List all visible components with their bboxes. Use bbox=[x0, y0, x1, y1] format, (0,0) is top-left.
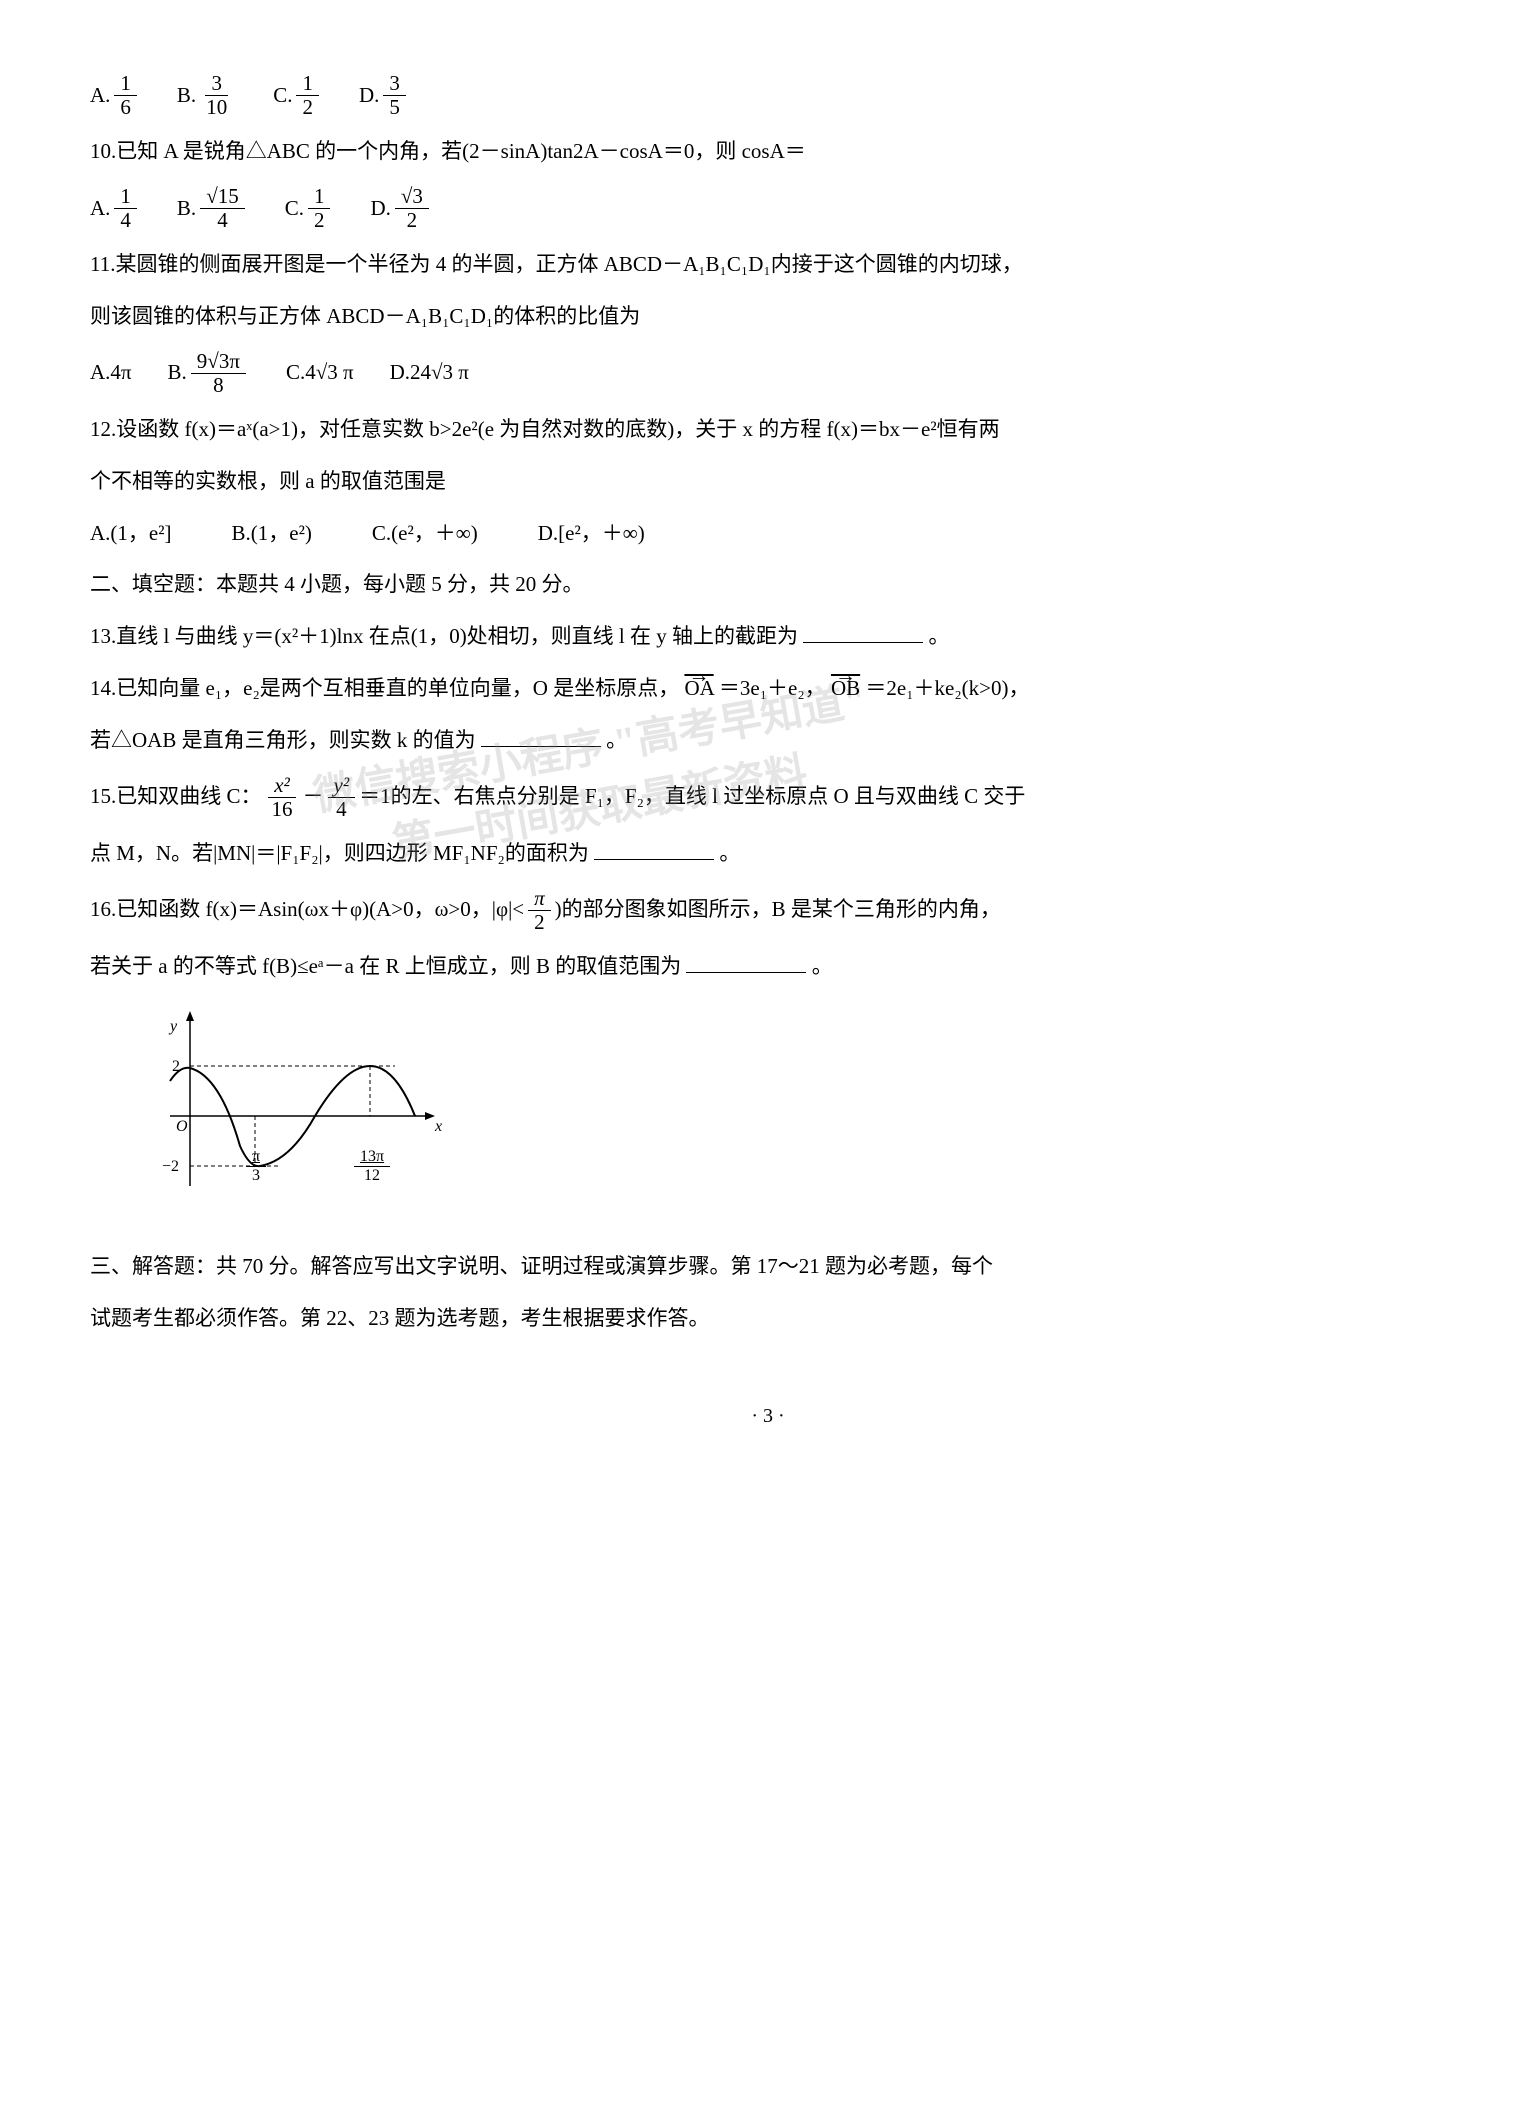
q14-line-1: 14.已知向量 e₁，e₂是两个互相垂直的单位向量，O 是坐标原点， →OA ＝… bbox=[90, 670, 1446, 708]
fraction: 3 5 bbox=[383, 72, 406, 119]
q11-choice-b: B. 9√3π8 bbox=[168, 350, 250, 397]
q10-choice-b: B. √154 bbox=[177, 185, 249, 232]
q14-line-2: 若△OAB 是直角三角形，则实数 k 的值为 。 bbox=[90, 722, 1446, 760]
q16-line-2: 若关于 a 的不等式 f(B)≤eᵃ－a 在 R 上恒成立，则 B 的取值范围为… bbox=[90, 948, 1446, 986]
fraction: 1 6 bbox=[114, 72, 137, 119]
q12-choice-a: A.(1，e²] bbox=[90, 515, 172, 553]
sine-graph-svg: y 2 −2 O x bbox=[150, 1006, 450, 1216]
q11-stem-1: 11.某圆锥的侧面展开图是一个半径为 4 的半圆，正方体 ABCD－A₁B₁C₁… bbox=[90, 246, 1446, 284]
choice-label: B. bbox=[177, 77, 196, 115]
choice-label: A. bbox=[90, 77, 110, 115]
fraction: 3 10 bbox=[200, 72, 233, 119]
q12-choices: A.(1，e²] B.(1，e²) C.(e²，＋∞) D.[e²，＋∞) bbox=[90, 515, 1446, 553]
q10-choices: A. 14 B. √154 C. 12 D. √32 bbox=[90, 185, 1446, 232]
y-axis-label: y bbox=[168, 1018, 178, 1035]
q9-choice-a: A. 1 6 bbox=[90, 72, 141, 119]
x-axis-label: x bbox=[434, 1118, 442, 1135]
q10-choice-c: C. 12 bbox=[285, 185, 335, 232]
blank bbox=[686, 951, 806, 973]
q9-choice-d: D. 3 5 bbox=[359, 72, 410, 119]
q13: 13.直线 l 与曲线 y＝(x²＋1)lnx 在点(1，0)处相切，则直线 l… bbox=[90, 618, 1446, 656]
y-tick-2: 2 bbox=[172, 1058, 180, 1075]
q11-choice-a: A.4π bbox=[90, 354, 132, 392]
q16-line-1: 16.已知函数 f(x)＝Asin(ωx＋φ)(A>0，ω>0，|φ|< π2 … bbox=[90, 887, 1446, 934]
page-number: · 3 · bbox=[90, 1398, 1446, 1434]
q11-choices: A.4π B. 9√3π8 C.4√3 π D.24√3 π bbox=[90, 350, 1446, 397]
q12-stem-1: 12.设函数 f(x)＝aˣ(a>1)，对任意实数 b>2e²(e 为自然对数的… bbox=[90, 411, 1446, 449]
q10-choice-d: D. √32 bbox=[370, 185, 432, 232]
section-3-line-2: 试题考生都必须作答。第 22、23 题为选考题，考生根据要求作答。 bbox=[90, 1300, 1446, 1338]
choice-label: C. bbox=[273, 77, 292, 115]
q10-choice-a: A. 14 bbox=[90, 185, 141, 232]
y-tick-neg2: −2 bbox=[162, 1158, 179, 1175]
sine-graph: y 2 −2 O x π 3 13π 12 bbox=[150, 1006, 1446, 1229]
section-2-title: 二、填空题：本题共 4 小题，每小题 5 分，共 20 分。 bbox=[90, 566, 1446, 604]
x-axis-arrow bbox=[425, 1112, 435, 1120]
q11-stem-2: 则该圆锥的体积与正方体 ABCD－A₁B₁C₁D₁的体积的比值为 bbox=[90, 298, 1446, 336]
section-3-line-1: 三、解答题：共 70 分。解答应写出文字说明、证明过程或演算步骤。第 17～21… bbox=[90, 1248, 1446, 1286]
x-tick-13pi12: 13π 12 bbox=[354, 1148, 390, 1184]
blank bbox=[481, 725, 601, 747]
y-axis-arrow bbox=[186, 1011, 194, 1021]
q12-choice-d: D.[e²，＋∞) bbox=[538, 515, 645, 553]
origin-label: O bbox=[176, 1118, 188, 1135]
x-tick-pi3: π 3 bbox=[246, 1148, 266, 1184]
blank bbox=[594, 838, 714, 860]
q11-choice-d: D.24√3 π bbox=[390, 354, 469, 392]
q15-line-1: 15.已知双曲线 C： x²16 － y²4 ＝1的左、右焦点分别是 F₁，F₂… bbox=[90, 774, 1446, 821]
q9-choice-b: B. 3 10 bbox=[177, 72, 237, 119]
choice-label: D. bbox=[359, 77, 379, 115]
q12-stem-2: 个不相等的实数根，则 a 的取值范围是 bbox=[90, 463, 1446, 501]
q12-choice-b: B.(1，e²) bbox=[232, 515, 312, 553]
fraction: 1 2 bbox=[296, 72, 319, 119]
q9-choices: A. 1 6 B. 3 10 C. 1 2 D. 3 5 bbox=[90, 72, 1446, 119]
q12-choice-c: C.(e²，＋∞) bbox=[372, 515, 478, 553]
q15-line-2: 点 M，N。若|MN|＝|F₁F₂|，则四边形 MF₁NF₂的面积为 。 bbox=[90, 835, 1446, 873]
q11-choice-c: C.4√3 π bbox=[286, 354, 354, 392]
blank bbox=[803, 621, 923, 643]
q10-stem: 10.已知 A 是锐角△ABC 的一个内角，若(2－sinA)tan2A－cos… bbox=[90, 133, 1446, 171]
q9-choice-c: C. 1 2 bbox=[273, 72, 323, 119]
